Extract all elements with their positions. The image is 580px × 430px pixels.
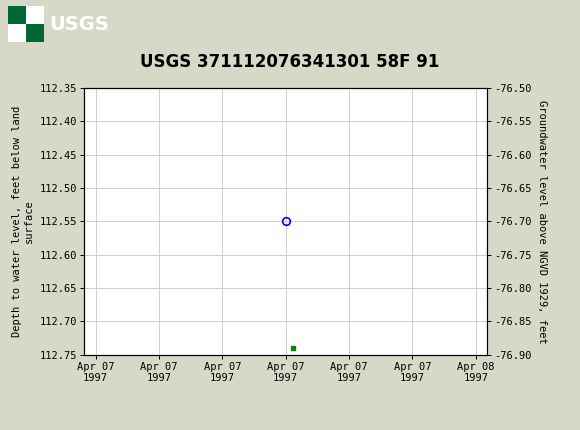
Bar bbox=[26, 6, 44, 24]
Y-axis label: Depth to water level, feet below land
surface: Depth to water level, feet below land su… bbox=[13, 106, 34, 337]
Bar bbox=[8, 6, 44, 42]
Text: USGS 371112076341301 58F 91: USGS 371112076341301 58F 91 bbox=[140, 53, 440, 71]
Y-axis label: Groundwater level above NGVD 1929, feet: Groundwater level above NGVD 1929, feet bbox=[537, 100, 547, 343]
Bar bbox=[26, 24, 44, 42]
Text: USGS: USGS bbox=[49, 15, 109, 34]
Bar bbox=[8, 6, 26, 24]
Bar bbox=[8, 24, 26, 42]
